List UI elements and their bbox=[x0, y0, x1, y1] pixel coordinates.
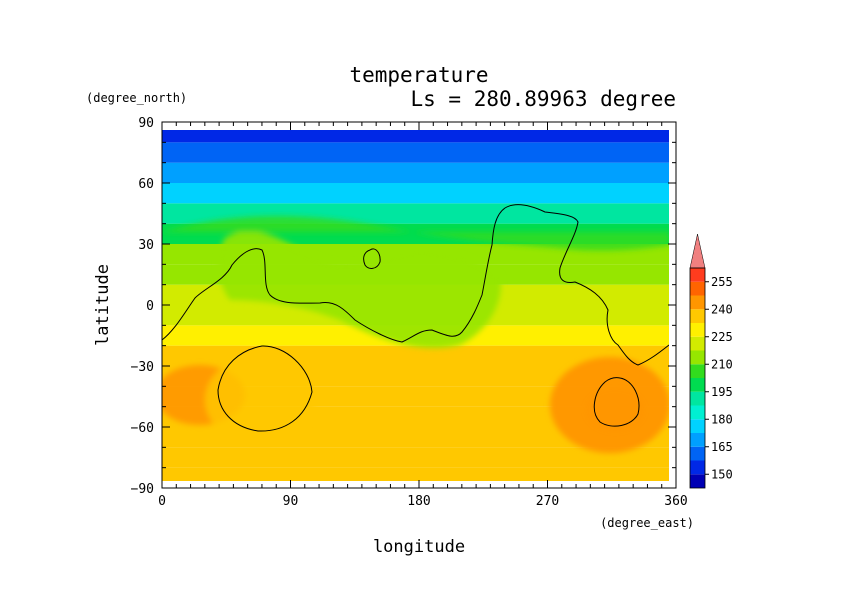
colorbar-segment bbox=[690, 336, 705, 351]
colorbar-tick-label: 150 bbox=[711, 467, 733, 481]
colorbar-segment bbox=[690, 433, 705, 447]
temperature-anomalies bbox=[162, 215, 669, 453]
y-tick-label: 30 bbox=[138, 238, 154, 253]
colorbar-extend-arrow bbox=[689, 233, 706, 269]
contour-small-north bbox=[363, 248, 381, 269]
x-axis-ticks: 0 90 180 270 360 bbox=[158, 122, 688, 509]
latitude-band bbox=[162, 130, 669, 143]
x-tick-label: 180 bbox=[407, 494, 430, 509]
y-tick-label: 0 bbox=[146, 299, 154, 314]
colorbar-segment bbox=[690, 268, 705, 282]
colorbar-tick-label: 195 bbox=[711, 385, 733, 399]
colorbar-segment bbox=[690, 350, 705, 365]
y-axis-ticks: 90 60 30 0 −30 −60 −90 bbox=[131, 116, 676, 497]
contour-lines bbox=[162, 204, 669, 432]
y-tick-label: −60 bbox=[131, 421, 154, 436]
colorbar-segment bbox=[690, 460, 705, 475]
colorbar-tick-label: 225 bbox=[711, 330, 733, 344]
x-tick-label: 270 bbox=[536, 494, 559, 509]
x-tick-label: 360 bbox=[664, 494, 687, 509]
chart-subtitle: Ls = 280.89963 degree bbox=[410, 87, 676, 111]
cool-tongue-anomaly bbox=[218, 230, 501, 349]
latitude-band bbox=[162, 183, 669, 204]
colorbar-frame bbox=[689, 267, 706, 489]
contour-east-blob bbox=[593, 377, 640, 427]
colorbar-tick-label: 240 bbox=[711, 302, 733, 316]
y-tick-label: 60 bbox=[138, 177, 154, 192]
colorbar-tick-label: 255 bbox=[711, 275, 733, 289]
colorbar-segment bbox=[690, 309, 705, 323]
temperature-field bbox=[162, 130, 669, 481]
colorbar-segment bbox=[690, 474, 705, 488]
latitude-band bbox=[162, 345, 669, 366]
colorbar-segment bbox=[690, 378, 705, 392]
contour-main bbox=[162, 204, 669, 366]
x-tick-label: 90 bbox=[283, 494, 299, 509]
x-axis-label: longitude bbox=[373, 537, 465, 557]
latitude-band bbox=[162, 162, 669, 183]
contour-west-blob bbox=[217, 345, 313, 432]
green-northern-tongue bbox=[162, 215, 669, 251]
colorbar-segment bbox=[690, 419, 705, 433]
colorbar-segment bbox=[690, 446, 705, 461]
latitude-band bbox=[162, 447, 669, 468]
y-tick-label: −30 bbox=[131, 360, 154, 375]
y-tick-label: −90 bbox=[131, 482, 154, 497]
colorbar-tick-label: 180 bbox=[711, 412, 733, 426]
y-units-label: (degree_north) bbox=[86, 91, 187, 105]
colorbar: 150 165 180 195 210 225 240 255 bbox=[689, 233, 733, 489]
colorbar-segment bbox=[690, 391, 705, 406]
colorbar-segment bbox=[690, 295, 705, 310]
colorbar-segment bbox=[690, 364, 705, 378]
colorbar-tick-label: 210 bbox=[711, 357, 733, 371]
y-axis-label: latitude bbox=[93, 264, 113, 346]
warm-blob-east-inner bbox=[585, 388, 645, 432]
colorbar-segment bbox=[690, 405, 705, 420]
colorbar-tick-label: 165 bbox=[711, 440, 733, 454]
latitude-band bbox=[162, 467, 669, 481]
chart-title: temperature bbox=[349, 63, 488, 87]
x-units-label: (degree_east) bbox=[600, 516, 694, 530]
colorbar-segment bbox=[690, 281, 705, 296]
y-tick-label: 90 bbox=[138, 116, 154, 131]
yellow-bulge-west bbox=[205, 355, 315, 445]
x-tick-label: 0 bbox=[158, 494, 166, 509]
colorbar-segment bbox=[690, 323, 705, 337]
latitude-band bbox=[162, 142, 669, 163]
